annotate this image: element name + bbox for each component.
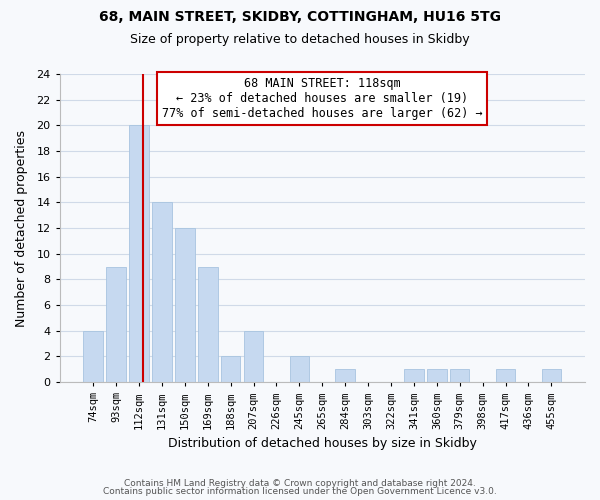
Text: Contains HM Land Registry data © Crown copyright and database right 2024.: Contains HM Land Registry data © Crown c… — [124, 478, 476, 488]
Text: 68, MAIN STREET, SKIDBY, COTTINGHAM, HU16 5TG: 68, MAIN STREET, SKIDBY, COTTINGHAM, HU1… — [99, 10, 501, 24]
Text: Contains public sector information licensed under the Open Government Licence v3: Contains public sector information licen… — [103, 487, 497, 496]
Bar — [290, 356, 309, 382]
Bar — [427, 370, 446, 382]
Bar — [244, 331, 263, 382]
Bar — [404, 370, 424, 382]
Bar — [542, 370, 561, 382]
Y-axis label: Number of detached properties: Number of detached properties — [15, 130, 28, 326]
Bar — [130, 126, 149, 382]
Bar — [152, 202, 172, 382]
Bar — [450, 370, 469, 382]
Bar — [83, 331, 103, 382]
Bar — [198, 266, 218, 382]
Bar — [496, 370, 515, 382]
Bar — [221, 356, 241, 382]
Text: Size of property relative to detached houses in Skidby: Size of property relative to detached ho… — [130, 32, 470, 46]
Bar — [175, 228, 194, 382]
X-axis label: Distribution of detached houses by size in Skidby: Distribution of detached houses by size … — [168, 437, 477, 450]
Bar — [106, 266, 126, 382]
Bar — [335, 370, 355, 382]
Text: 68 MAIN STREET: 118sqm
← 23% of detached houses are smaller (19)
77% of semi-det: 68 MAIN STREET: 118sqm ← 23% of detached… — [162, 77, 482, 120]
